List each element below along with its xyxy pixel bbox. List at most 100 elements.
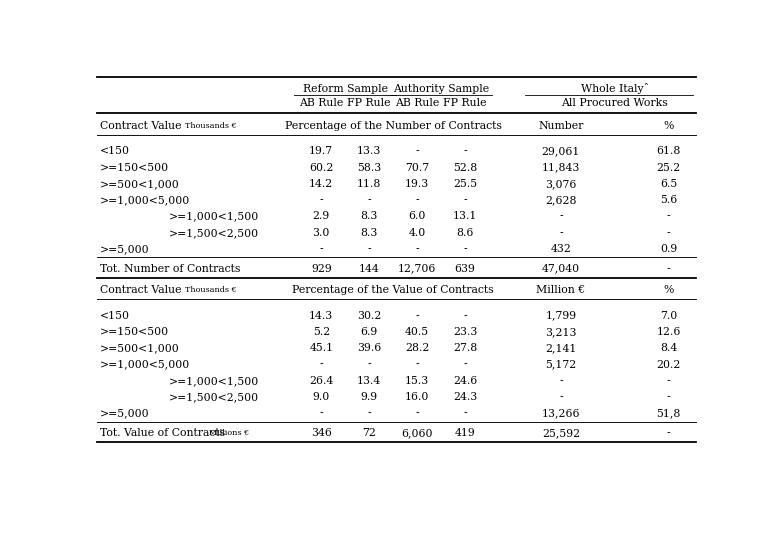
Text: -: - [463, 311, 467, 321]
Text: Million €: Million € [536, 285, 585, 295]
Text: 9.0: 9.0 [312, 392, 330, 402]
Text: Number: Number [538, 121, 584, 131]
Text: Authority Sample: Authority Sample [393, 84, 489, 94]
Text: %: % [663, 285, 674, 295]
Text: 45.1: 45.1 [309, 343, 333, 353]
Text: Contract Value: Contract Value [100, 285, 181, 295]
Text: >=5,000: >=5,000 [100, 409, 149, 419]
Text: 639: 639 [455, 263, 475, 274]
Text: -: - [415, 244, 419, 254]
Text: -: - [463, 195, 467, 205]
Text: 8.3: 8.3 [360, 228, 378, 238]
Text: 8.3: 8.3 [360, 212, 378, 222]
Text: -: - [559, 376, 563, 386]
Text: 419: 419 [455, 428, 475, 438]
Text: Thousands €: Thousands € [186, 287, 237, 294]
Text: -: - [415, 146, 419, 156]
Text: Millions €: Millions € [209, 429, 250, 437]
Text: 11.8: 11.8 [357, 179, 381, 189]
Text: -: - [415, 311, 419, 321]
Text: 5.2: 5.2 [312, 327, 330, 337]
Text: 144: 144 [359, 263, 380, 274]
Text: 16.0: 16.0 [405, 392, 429, 402]
Text: All Procured Works: All Procured Works [561, 98, 668, 108]
Text: 70.7: 70.7 [405, 163, 429, 173]
Text: 6.5: 6.5 [660, 179, 677, 189]
Text: >=1,000<5,000: >=1,000<5,000 [100, 195, 190, 205]
Text: 14.2: 14.2 [309, 179, 333, 189]
Text: 2.9: 2.9 [312, 212, 330, 222]
Text: >=1,000<1,500: >=1,000<1,500 [169, 376, 259, 386]
Text: Whole Italyˆ: Whole Italyˆ [581, 83, 649, 94]
Text: -: - [559, 228, 563, 238]
Text: >=150<500: >=150<500 [100, 327, 169, 337]
Text: 3.0: 3.0 [312, 228, 330, 238]
Text: 39.6: 39.6 [357, 343, 381, 353]
Text: -: - [667, 392, 670, 402]
Text: 25.2: 25.2 [656, 163, 681, 173]
Text: 40.5: 40.5 [405, 327, 429, 337]
Text: -: - [367, 409, 371, 419]
Text: 27.8: 27.8 [453, 343, 477, 353]
Text: 23.3: 23.3 [453, 327, 477, 337]
Text: 24.3: 24.3 [453, 392, 477, 402]
Text: >=500<1,000: >=500<1,000 [100, 343, 179, 353]
Text: 0.9: 0.9 [660, 244, 677, 254]
Text: <150: <150 [100, 311, 130, 321]
Text: >=1,500<2,500: >=1,500<2,500 [169, 228, 259, 238]
Text: 19.3: 19.3 [405, 179, 429, 189]
Text: <150: <150 [100, 146, 130, 156]
Text: Contract Value: Contract Value [100, 121, 181, 131]
Text: 5,172: 5,172 [545, 360, 577, 370]
Text: -: - [559, 212, 563, 222]
Text: 12.6: 12.6 [656, 327, 681, 337]
Text: Tot. Value of Contracts: Tot. Value of Contracts [100, 428, 225, 438]
Text: 47,040: 47,040 [542, 263, 580, 274]
Text: 30.2: 30.2 [357, 311, 381, 321]
Text: 6,060: 6,060 [401, 428, 433, 438]
Text: -: - [319, 360, 323, 370]
Text: Percentage of the Number of Contracts: Percentage of the Number of Contracts [284, 121, 502, 131]
Text: -: - [667, 212, 670, 222]
Text: 60.2: 60.2 [309, 163, 333, 173]
Text: 2,141: 2,141 [545, 343, 577, 353]
Text: -: - [319, 409, 323, 419]
Text: -: - [367, 360, 371, 370]
Text: Reform Sample: Reform Sample [303, 84, 388, 94]
Text: 1,799: 1,799 [545, 311, 577, 321]
Text: 3,076: 3,076 [545, 179, 577, 189]
Text: 8.6: 8.6 [456, 228, 474, 238]
Text: -: - [415, 360, 419, 370]
Text: >=1,500<2,500: >=1,500<2,500 [169, 392, 259, 402]
Text: 6.9: 6.9 [360, 327, 378, 337]
Text: 4.0: 4.0 [408, 228, 426, 238]
Text: 13.3: 13.3 [357, 146, 381, 156]
Text: -: - [463, 244, 467, 254]
Text: 7.0: 7.0 [660, 311, 677, 321]
Text: 61.8: 61.8 [656, 146, 681, 156]
Text: 432: 432 [550, 244, 571, 254]
Text: 6.0: 6.0 [408, 212, 426, 222]
Text: -: - [667, 228, 670, 238]
Text: 929: 929 [311, 263, 332, 274]
Text: >=500<1,000: >=500<1,000 [100, 179, 179, 189]
Text: 52.8: 52.8 [453, 163, 477, 173]
Text: -: - [667, 428, 670, 438]
Text: 346: 346 [311, 428, 332, 438]
Text: -: - [463, 360, 467, 370]
Text: 9.9: 9.9 [361, 392, 378, 402]
Text: FP Rule: FP Rule [347, 98, 391, 108]
Text: 28.2: 28.2 [405, 343, 429, 353]
Text: 26.4: 26.4 [309, 376, 333, 386]
Text: -: - [367, 195, 371, 205]
Text: 3,213: 3,213 [545, 327, 577, 337]
Text: 13.1: 13.1 [453, 212, 477, 222]
Text: 25,592: 25,592 [542, 428, 580, 438]
Text: FP Rule: FP Rule [443, 98, 487, 108]
Text: AB Rule: AB Rule [299, 98, 343, 108]
Text: 13,266: 13,266 [542, 409, 581, 419]
Text: -: - [667, 263, 670, 274]
Text: 11,843: 11,843 [542, 163, 580, 173]
Text: 58.3: 58.3 [357, 163, 381, 173]
Text: -: - [415, 195, 419, 205]
